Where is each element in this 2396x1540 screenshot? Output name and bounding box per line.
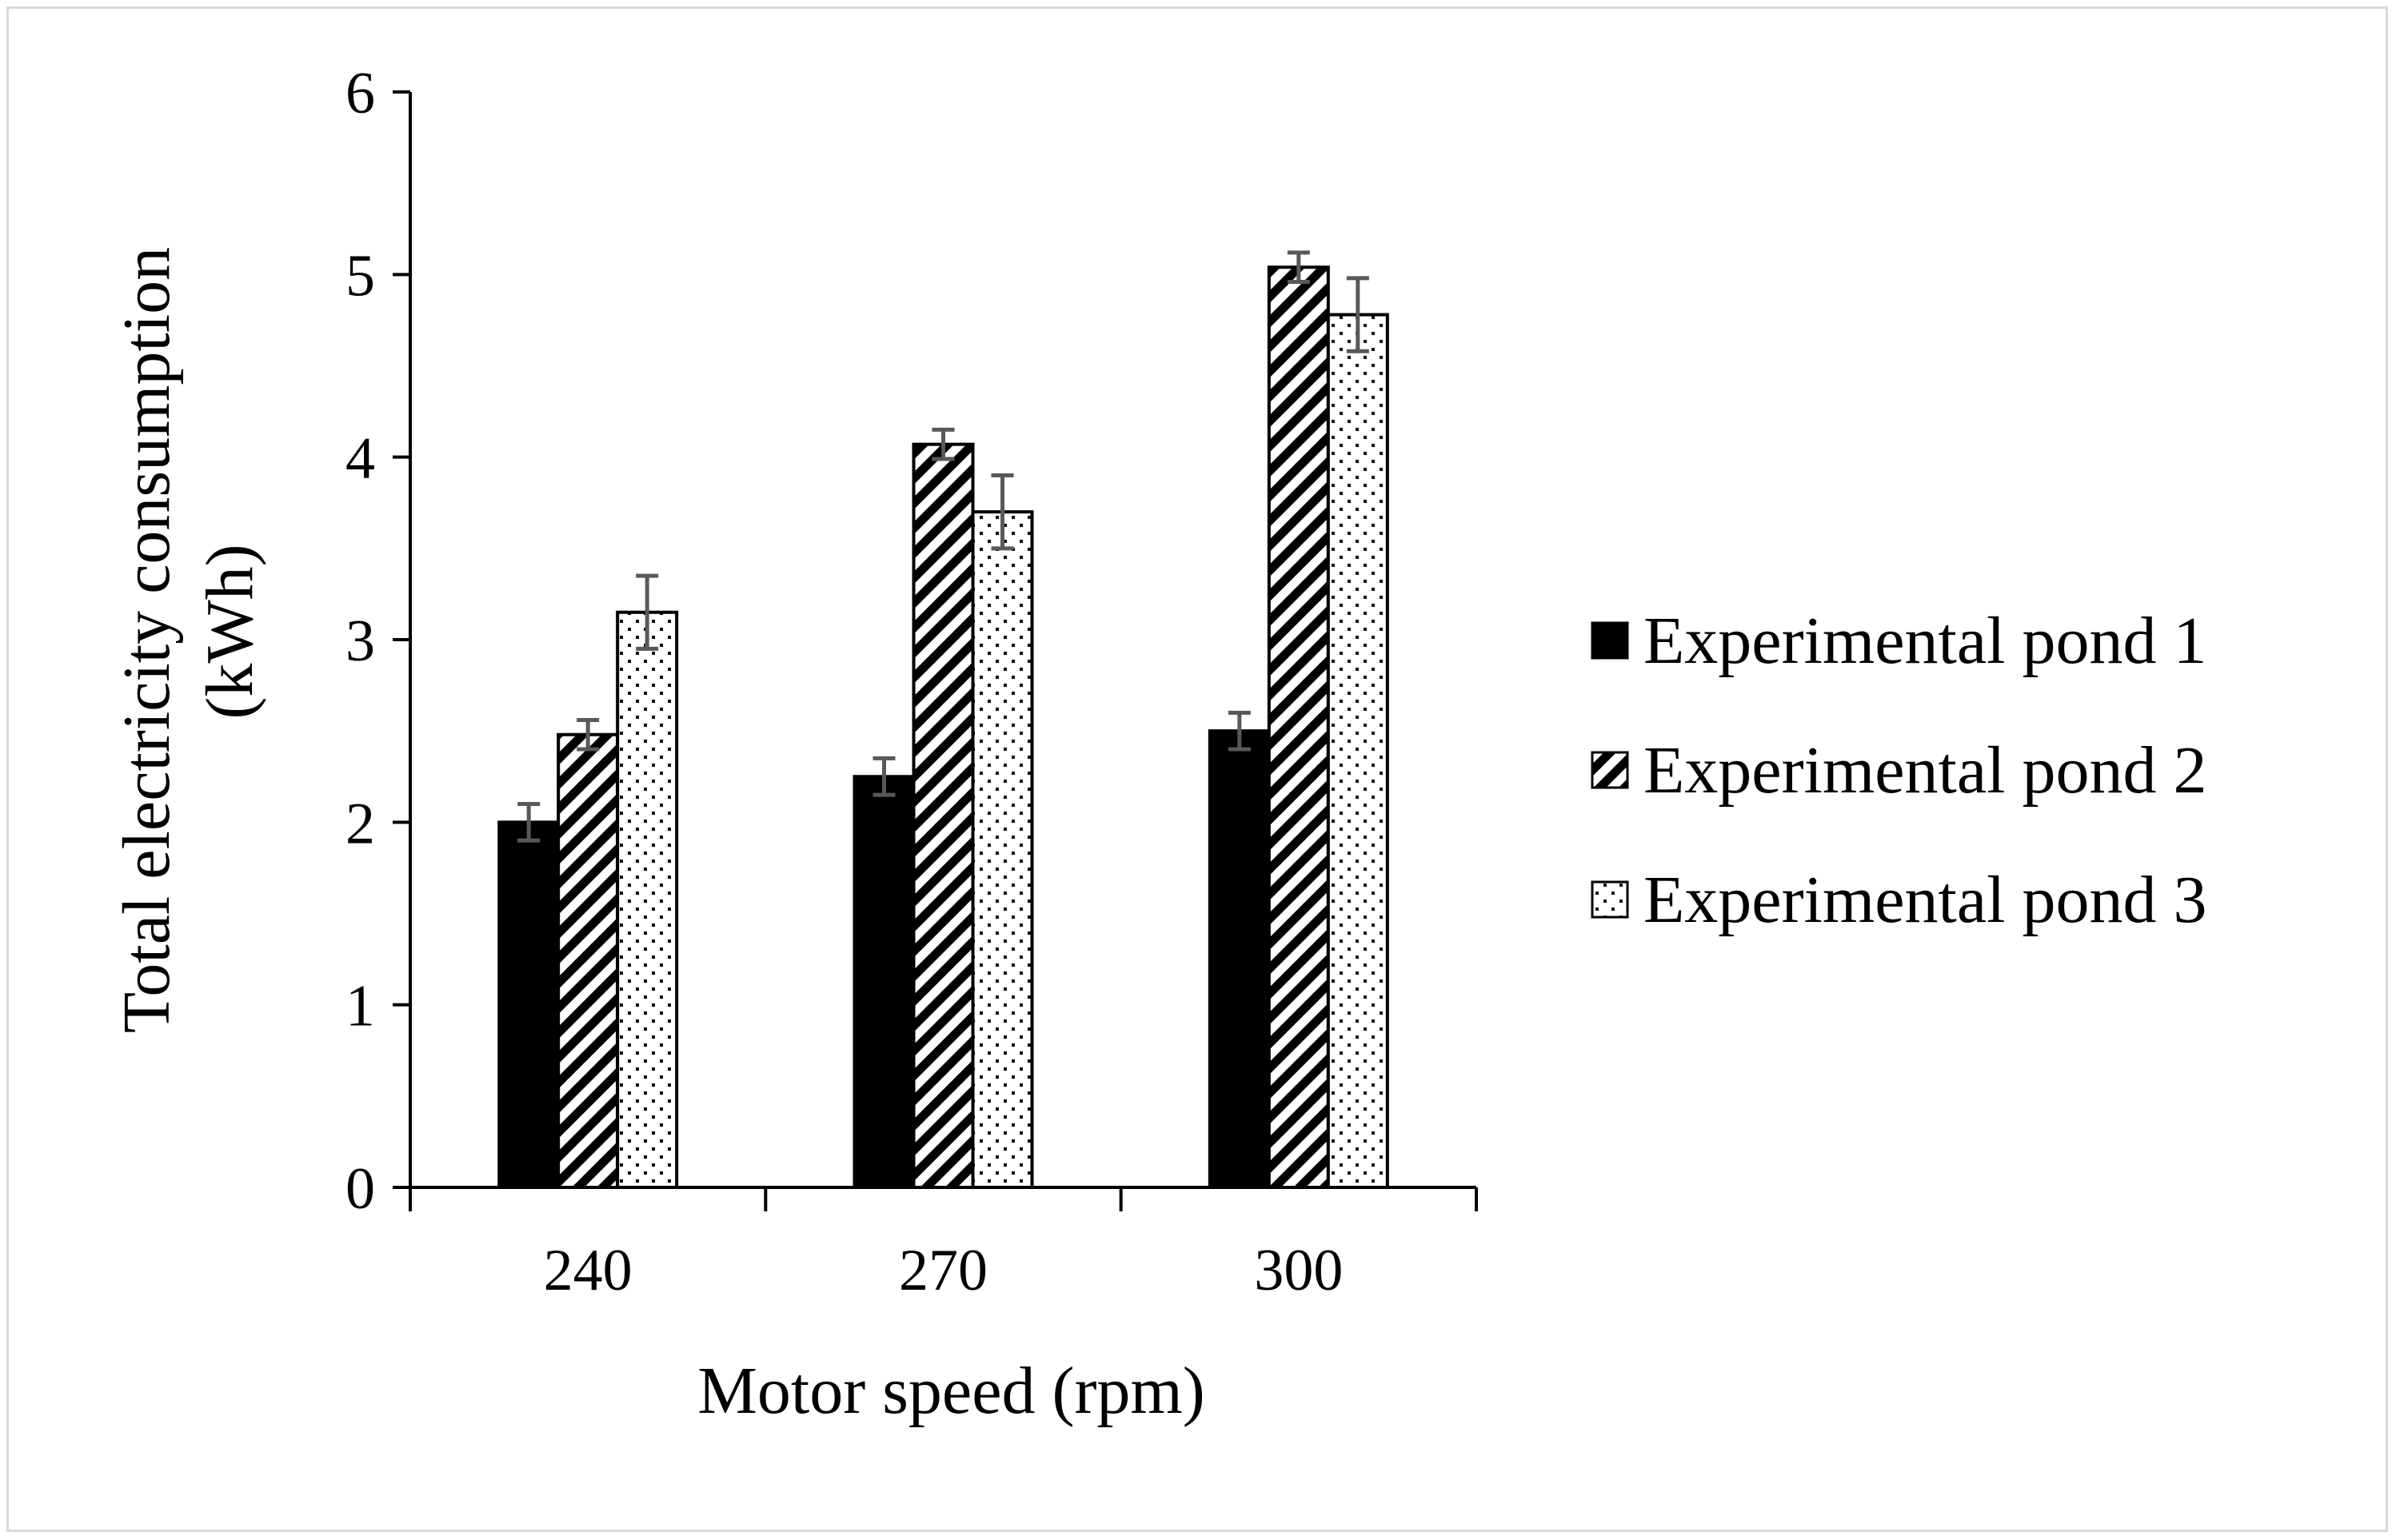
chart-frame: 0 1 2 3 4 5 6 240 270 300 Total electricity consu… — [6, 6, 2388, 1532]
y-tick-label-5: 5 — [345, 243, 375, 309]
x-axis-title: Motor speed (rpm) — [697, 1354, 1205, 1428]
error-bar-pond-1-270 — [873, 756, 896, 797]
error-bar-pond-1-240 — [517, 802, 541, 843]
x-tick-label-270: 270 — [899, 1238, 988, 1303]
bars-layer — [497, 265, 1389, 1190]
legend: Experimental pond 1 Experimental pond 2 Ex… — [1591, 604, 2206, 937]
error-bar-pond-3-240 — [636, 573, 659, 651]
bar-pond-2-270 — [912, 442, 975, 1189]
legend-label-pond-1: Experimental pond 1 — [1643, 604, 2206, 678]
y-tick-label-3: 3 — [345, 608, 375, 674]
x-tick-label-300: 300 — [1254, 1238, 1343, 1303]
bar-pond-2-300 — [1267, 265, 1330, 1190]
bar-pond-3-300 — [1326, 313, 1389, 1190]
bar-pond-3-240 — [616, 610, 679, 1189]
legend-item-pond-2: Experimental pond 2 — [1591, 733, 2206, 808]
error-bar-pond-3-270 — [991, 473, 1014, 551]
y-tick-label-6: 6 — [345, 61, 375, 126]
error-bar-pond-2-240 — [577, 717, 600, 752]
error-bar-pond-3-300 — [1346, 276, 1369, 353]
y-axis-title-line-2: (kWh) — [193, 544, 267, 719]
bar-pond-1-240 — [497, 820, 561, 1189]
legend-label-pond-3: Experimental pond 3 — [1643, 863, 2206, 937]
bar-chart: 0 1 2 3 4 5 6 240 270 300 Total electricity consu… — [110, 61, 2206, 1428]
y-tick-label-4: 4 — [345, 426, 375, 492]
error-bar-pond-2-300 — [1287, 250, 1310, 284]
bar-pond-2-240 — [557, 732, 620, 1189]
y-tick-label-0: 0 — [345, 1156, 375, 1222]
legend-swatch-pond-2 — [1591, 751, 1629, 789]
legend-item-pond-1: Experimental pond 1 — [1591, 604, 2206, 678]
legend-item-pond-3: Experimental pond 3 — [1591, 863, 2206, 937]
legend-label-pond-2: Experimental pond 2 — [1643, 733, 2206, 808]
y-tick-label-2: 2 — [345, 791, 375, 856]
error-bar-pond-2-270 — [932, 427, 955, 461]
y-axis-title-line-1: Total electricity consumption — [110, 247, 184, 1033]
x-tick-label-240: 240 — [544, 1238, 633, 1303]
bar-pond-1-270 — [853, 775, 916, 1189]
legend-swatch-pond-3 — [1591, 880, 1629, 919]
axes-layer — [393, 90, 1478, 1211]
bar-pond-1-300 — [1208, 729, 1271, 1189]
y-axis-title: Total electricity consumption (kWh) — [110, 230, 267, 1033]
bar-pond-3-270 — [971, 510, 1034, 1189]
error-bar-pond-1-300 — [1228, 710, 1251, 752]
tick-labels-layer: 0 1 2 3 4 5 6 240 270 300 — [345, 61, 1343, 1303]
error-bars-layer — [517, 250, 1369, 843]
legend-swatch-pond-1 — [1591, 621, 1629, 660]
y-tick-label-1: 1 — [345, 974, 375, 1039]
